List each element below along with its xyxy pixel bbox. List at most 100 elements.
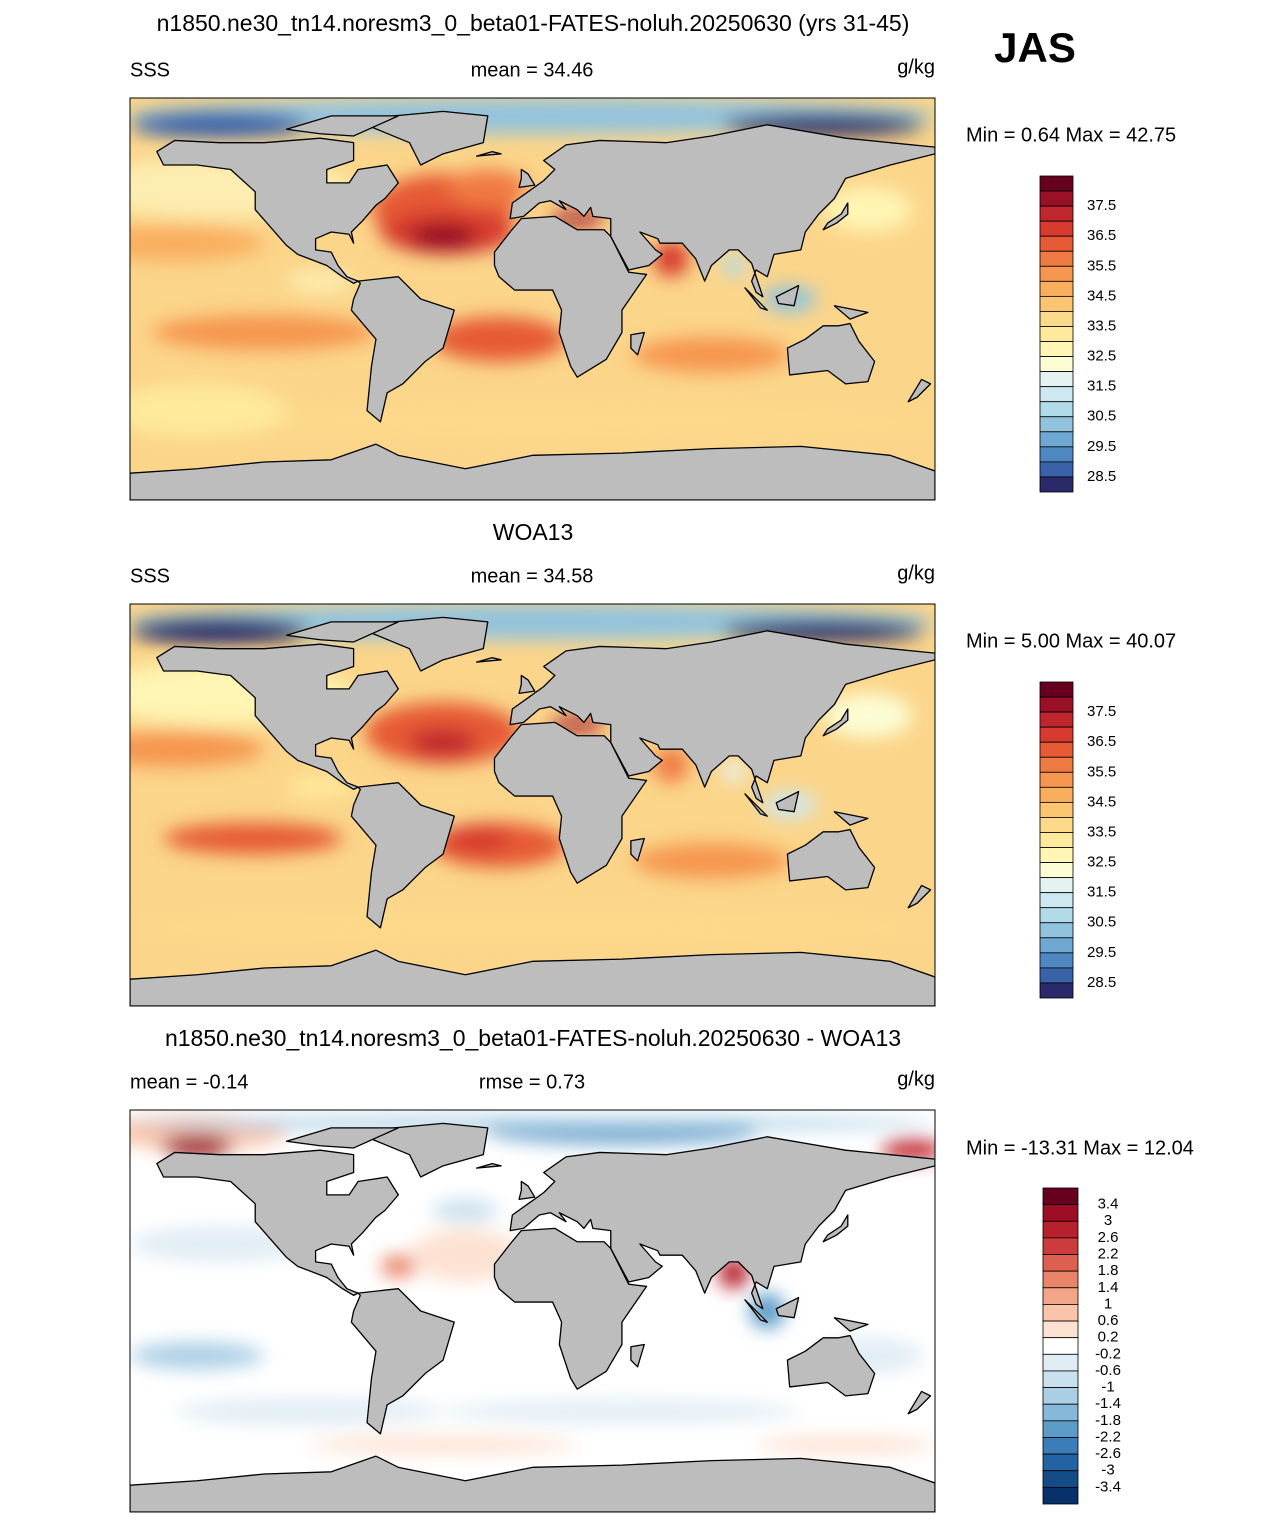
colorbar-box — [1042, 1187, 1079, 1206]
land — [130, 1456, 935, 1512]
colorbar-box — [1039, 771, 1074, 788]
colorbar-label: -1.8 — [1095, 1412, 1121, 1429]
ocean-field-patch — [130, 1116, 935, 1131]
colorbar-box — [1039, 311, 1074, 327]
ocean-field-patch — [308, 1436, 578, 1454]
colorbar-box — [1039, 476, 1074, 493]
ocean-field-patch — [431, 1199, 499, 1222]
colorbar-box — [1039, 801, 1074, 818]
colorbar-label: 29.5 — [1087, 438, 1116, 455]
colorbar-box — [1042, 1320, 1079, 1339]
colorbar-box — [1042, 1420, 1079, 1438]
ocean-field-patch — [152, 314, 376, 351]
land — [823, 203, 848, 230]
figure-title: n1850.ne30_tn14.noresm3_0_beta01-FATES-n… — [157, 10, 910, 36]
land — [372, 1123, 488, 1177]
land — [745, 1300, 767, 1322]
colorbar-label: 2.6 — [1098, 1229, 1119, 1246]
land — [776, 286, 798, 306]
colorbar-box — [1042, 1353, 1079, 1372]
colorbar-box — [1039, 907, 1074, 924]
colorbar-box — [1039, 250, 1074, 267]
colorbar-label: -1.4 — [1095, 1395, 1121, 1412]
ocean-field-patch — [130, 225, 265, 262]
colorbar-box — [1042, 1254, 1079, 1272]
colorbar-box — [1039, 756, 1074, 773]
ocean-field-patch — [431, 316, 567, 362]
colorbar-box — [1039, 982, 1074, 999]
ocean-field-patch — [130, 111, 309, 139]
colorbar-label: 35.5 — [1087, 763, 1116, 780]
ocean-field-patch — [823, 187, 913, 232]
colorbar-box — [1042, 1387, 1079, 1405]
panel-center-label: mean = 34.46 — [471, 59, 594, 81]
colorbar-label: 1 — [1104, 1295, 1112, 1312]
land — [351, 783, 454, 928]
ocean-field-patch — [409, 1228, 522, 1282]
ocean-field-patch — [443, 1400, 801, 1423]
colorbar-label: 32.5 — [1087, 854, 1116, 871]
ocean-field-patch — [443, 825, 511, 852]
ocean-field-patch — [130, 731, 265, 768]
colorbar-label: -3.4 — [1095, 1478, 1121, 1495]
land — [834, 306, 868, 319]
colorbar-box — [1042, 1287, 1079, 1305]
colorbar-box — [1039, 892, 1074, 909]
colorbar-box — [1039, 356, 1074, 373]
land — [477, 1164, 502, 1168]
ocean-field-patch — [653, 746, 690, 783]
colorbar-label: -0.2 — [1095, 1345, 1121, 1362]
map — [130, 604, 935, 1006]
colorbar-label: 29.5 — [1087, 944, 1116, 961]
land — [776, 1298, 798, 1318]
land — [157, 644, 399, 789]
colorbar-label: 28.5 — [1087, 468, 1116, 485]
colorbar-box — [1039, 832, 1074, 848]
colorbar-box — [1039, 726, 1074, 743]
ocean-field-patch — [161, 1134, 233, 1157]
ocean-field-patch — [722, 760, 745, 783]
ocean-field-patch — [633, 842, 790, 879]
land — [157, 1150, 399, 1295]
land — [908, 885, 930, 907]
colorbar-label: 31.5 — [1087, 378, 1116, 395]
ocean-field-patch — [130, 909, 935, 946]
panel-left-label: mean = -0.14 — [130, 1071, 248, 1093]
land — [823, 1215, 848, 1242]
ocean-field-patch — [130, 617, 309, 645]
land — [823, 709, 848, 736]
land — [130, 444, 935, 500]
colorbar-label: -0.6 — [1095, 1362, 1121, 1379]
land — [477, 152, 502, 156]
colorbar-box — [1039, 446, 1074, 463]
panel-center-label: mean = 34.58 — [471, 565, 594, 587]
colorbar-box — [1039, 922, 1074, 939]
colorbar-box — [1039, 711, 1074, 728]
colorbar-box — [1039, 741, 1074, 758]
colorbar-label: 30.5 — [1087, 408, 1116, 425]
colorbar-box — [1039, 235, 1074, 252]
colorbar-box — [1039, 786, 1074, 803]
land — [510, 125, 935, 297]
land — [908, 1391, 930, 1413]
panel-left-label: SSS — [130, 59, 170, 81]
colorbar-label: 0.6 — [1098, 1312, 1119, 1329]
colorbar-box — [1042, 1453, 1079, 1472]
land — [510, 631, 935, 803]
colorbar-label: 3 — [1104, 1212, 1112, 1229]
colorbar-label: 33.5 — [1087, 823, 1116, 840]
land — [745, 288, 767, 310]
map — [130, 98, 935, 500]
colorbar-box — [1042, 1270, 1079, 1289]
colorbar-box — [1042, 1470, 1079, 1488]
ocean-field-patch — [653, 240, 690, 277]
colorbar-label: -2.6 — [1095, 1445, 1121, 1462]
land — [157, 138, 399, 283]
panel-units: g/kg — [897, 56, 935, 78]
panel-title: n1850.ne30_tn14.noresm3_0_beta01-FATES-n… — [165, 1025, 901, 1051]
ocean-field-patch — [286, 269, 354, 293]
land — [631, 1345, 644, 1367]
ocean-field-patch — [130, 1342, 265, 1370]
land — [834, 1318, 868, 1331]
land — [494, 216, 646, 377]
